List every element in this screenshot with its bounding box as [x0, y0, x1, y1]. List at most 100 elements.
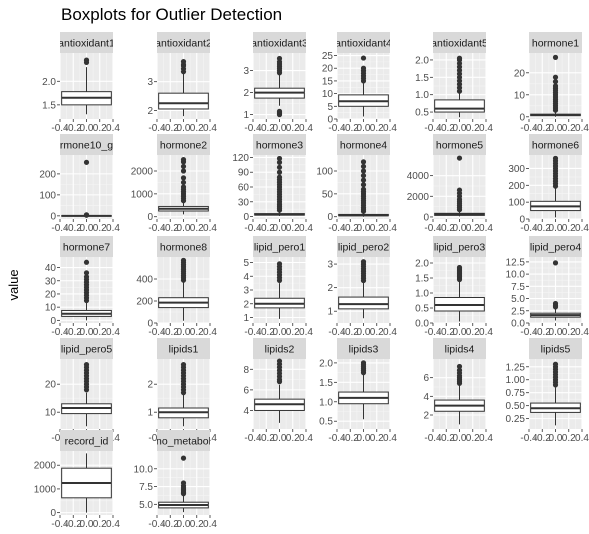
facet-panel: antioxidant5 0.5 1.0 1.5 2.0 -0.4-0.20.0 0.2 0.… [415, 32, 493, 134]
y-tick-label: 7.5 [511, 282, 525, 293]
x-tick-label: 0.4 [479, 433, 493, 444]
facet-label: hormone6 [532, 140, 579, 152]
x-tick-label: 0.2 [562, 223, 576, 234]
y-tick-label: 10 [45, 303, 57, 314]
x-tick-label: 0.0 [273, 327, 287, 338]
y-tick-label: 90 [238, 168, 250, 179]
x-tick-label: 0.2 [466, 223, 480, 234]
outlier-point [360, 177, 367, 183]
x-tick-label: 0.0 [357, 327, 371, 338]
x-tick-label: -0.2 [438, 123, 456, 134]
box [434, 99, 485, 113]
x-tick-label: 0.4 [203, 223, 217, 234]
y-tick-label: 3 [243, 66, 249, 77]
x-tick-label: 0.4 [106, 223, 120, 234]
facet-label: record_id [65, 436, 109, 448]
x-tick-label: 0.4 [299, 123, 313, 134]
outlier-point [180, 59, 187, 65]
facet-label: lipids4 [445, 344, 475, 356]
outlier-point [360, 65, 367, 71]
x-tick-label: -0.4 [148, 123, 166, 134]
facet-strip [529, 32, 582, 53]
x-tick-label: -0.2 [162, 223, 180, 234]
facet-label: hormone3 [256, 140, 303, 152]
x-tick-label: 0.4 [203, 123, 217, 134]
x-tick-label: -0.4 [51, 327, 69, 338]
y-tick-label: 0 [50, 211, 56, 222]
facet-label: lipid_pero5 [61, 344, 113, 356]
x-tick-label: -0.2 [438, 327, 456, 338]
x-tick-label: 0.2 [370, 433, 384, 444]
outlier-point [456, 264, 463, 271]
outlier-point [552, 361, 559, 367]
x-tick-label: -0.2 [258, 223, 276, 234]
outlier-point [83, 159, 90, 165]
facet-label: hormone5 [436, 140, 483, 152]
y-tick-label: 12.5 [506, 257, 526, 268]
x-tick-label: -0.2 [534, 327, 552, 338]
x-tick-label: 0.4 [383, 123, 397, 134]
x-tick-label: -0.4 [328, 327, 346, 338]
y-tick-label: 0.5 [415, 108, 429, 119]
y-tick-label: 0 [327, 115, 333, 126]
y-tick-label: 100 [508, 198, 525, 209]
outlier-point [180, 179, 187, 186]
y-tick-label: 100 [316, 167, 333, 178]
x-tick-label: -0.4 [148, 519, 166, 530]
y-tick-label: 2.0 [42, 77, 56, 88]
facet-strip [60, 134, 113, 155]
x-tick-label: 0.4 [575, 123, 589, 134]
facet-panel: antioxidant1 1.5 2.0 -0.4-0.20.0 0.2 0.4 [42, 32, 120, 134]
chart-title: Boxplots for Outlier Detection [61, 5, 282, 24]
x-tick-label: 0.0 [453, 327, 467, 338]
y-tick-label: 1.00 [506, 375, 526, 386]
y-tick-label: 100 [39, 190, 56, 201]
x-tick-label: 0.0 [177, 223, 191, 234]
x-tick-label: -0.4 [424, 223, 442, 234]
x-tick-label: 0.0 [273, 223, 287, 234]
facet-panel: hormone7 0 10 20 30 40 -0.4-0.20.0 0.2 0.4 [45, 236, 120, 338]
x-tick-label: 0.2 [466, 123, 480, 134]
y-tick-label: 10.0 [506, 270, 526, 281]
x-tick-label: -0.4 [424, 433, 442, 444]
x-tick-label: 0.0 [273, 433, 287, 444]
y-tick-label: 2 [243, 88, 249, 99]
y-tick-label: 0 [243, 212, 249, 223]
outlier-point [552, 74, 559, 80]
facet-label: hormone1 [532, 38, 579, 50]
outlier-point [360, 159, 367, 165]
y-tick-label: 60 [238, 183, 250, 194]
y-tick-label: 200 [39, 169, 56, 180]
y-tick-label: 20 [322, 64, 334, 75]
y-tick-label: 2.0 [319, 358, 333, 369]
x-tick-label: 0.2 [286, 223, 300, 234]
facet-strip [337, 236, 390, 257]
facet-strip [157, 338, 210, 359]
facet-strip [60, 430, 113, 451]
facet-strip [157, 236, 210, 257]
x-tick-label: 0.4 [106, 519, 120, 530]
y-tick-label: 2000 [34, 461, 57, 472]
outlier-point [360, 186, 367, 192]
x-tick-label: 0.2 [286, 327, 300, 338]
outlier-point [456, 363, 463, 370]
x-tick-label: -0.2 [162, 519, 180, 530]
x-tick-label: 0.2 [370, 123, 384, 134]
x-tick-label: 0.2 [562, 327, 576, 338]
facet-strip [529, 338, 582, 359]
outlier-point [456, 55, 463, 61]
x-tick-label: 0.0 [177, 327, 191, 338]
facet-panel: lipids2 4 6 8 -0.4-0.20.0 0.2 0.4 [243, 338, 313, 444]
outlier-point [360, 259, 367, 265]
outlier-point [276, 358, 283, 364]
y-tick-label: 0 [519, 215, 525, 226]
x-tick-label: 0.0 [80, 327, 94, 338]
outlier-point [276, 159, 283, 165]
x-tick-label: 0.4 [575, 433, 589, 444]
facet-panel: antioxidant2 2 3 -0.4-0.20.0 0.2 0.4 [147, 32, 217, 134]
y-tick-label: 30 [238, 197, 250, 208]
x-tick-label: 0.4 [383, 223, 397, 234]
